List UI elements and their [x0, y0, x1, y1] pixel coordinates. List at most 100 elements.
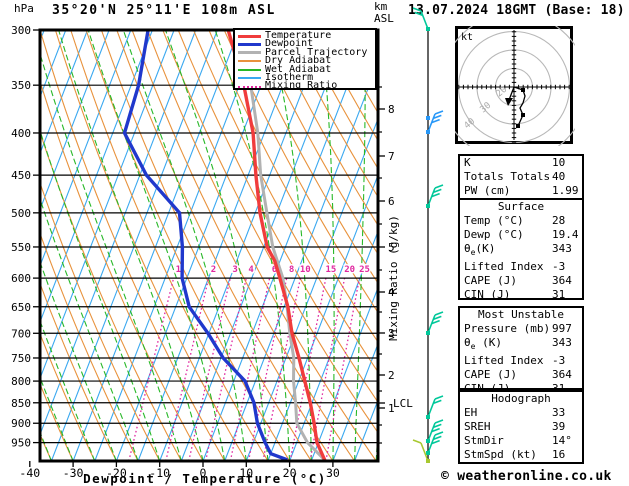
index-label: K — [464, 156, 471, 169]
legend-swatch — [238, 51, 261, 55]
index-value: 364 — [552, 368, 572, 382]
wind-barb — [412, 439, 430, 463]
legend-swatch — [238, 68, 261, 71]
hodograph-unit-label: kt — [461, 32, 473, 43]
index-label: CIN (J) — [464, 288, 511, 302]
legend-item-dewpoint: Dewpoint — [235, 39, 375, 49]
height-tick-label: 2 — [388, 369, 395, 382]
wind-barb — [426, 419, 444, 443]
mixing-ratio-label: 15 — [325, 265, 336, 275]
isotherm-line — [72, 30, 240, 461]
index-row: CAPE (J) 364 — [460, 368, 582, 382]
plot-frame — [38, 28, 380, 463]
legend-item-wet-adiabat: Wet Adiabat — [235, 64, 375, 74]
pressure-tick-label: 300 — [11, 24, 31, 37]
index-label: Pressure (mb) — [464, 322, 551, 335]
index-label: Totals Totals — [464, 170, 551, 183]
mixing-ratio-label: 10 — [300, 265, 311, 275]
mixing-ratio-axis-label: Mixing Ratio (g/kg) — [387, 215, 400, 341]
hodograph-trace-marker — [516, 124, 520, 128]
index-value: 364 — [552, 274, 572, 288]
index-label: CAPE (J) — [464, 274, 517, 288]
index-label: θe(K) — [464, 242, 496, 258]
height-tick-label: 3 — [388, 327, 395, 340]
legend-item-mixing-ratio: Mixing Ratio — [235, 80, 375, 92]
indices-box-hodograph: Hodograph EH 33 SREH 39 StmDir 14° StmSpd (kt) 1… — [458, 390, 584, 464]
dry-adiabat-line — [40, 79, 204, 461]
pressure-tick-label: 450 — [11, 169, 31, 182]
mixing-ratio-line — [247, 277, 288, 461]
index-value: 33 — [552, 406, 566, 419]
temperature-tick-label: -30 — [63, 466, 84, 480]
wet-adiabat-line — [40, 319, 96, 461]
index-value: 997 — [552, 322, 572, 335]
index-row: CAPE (J) 364 — [460, 274, 582, 288]
hodograph-trace-marker — [521, 88, 525, 92]
temperature-curve — [226, 30, 327, 461]
index-value: 343 — [552, 242, 572, 255]
dry-adiabat-line — [223, 30, 378, 314]
pressure-tick-label: 700 — [11, 327, 31, 340]
isotherm-line — [245, 117, 378, 461]
index-row: θe (K) 343 — [460, 336, 582, 354]
legend-label: Mixing Ratio — [265, 80, 338, 92]
mixing-ratio-label: 3 — [232, 265, 237, 275]
lcl-label: LCL — [393, 397, 413, 410]
xaxis-title: Dewpoint / Temperature (°C) — [83, 471, 327, 486]
temperature-tick-label: 0 — [200, 466, 207, 480]
wind-level-dot — [426, 116, 430, 120]
isotherm-line — [40, 30, 153, 324]
mixing-ratio-label: 25 — [359, 265, 370, 275]
mixing-ratio-label: 2 — [211, 265, 216, 275]
index-label: SREH — [464, 420, 491, 433]
hodograph-arrow-shaft — [508, 86, 515, 101]
wet-adiabat-line — [40, 375, 74, 461]
datetime-title: 13.07.2024 18GMT (Base: 18) — [408, 3, 625, 18]
index-label: Dewp (°C) — [464, 228, 524, 241]
wind-barb — [426, 311, 444, 335]
pressure-axis: 300 350 400 450 500 550 600 650 700 750 800 850 900 9… — [11, 24, 40, 450]
legend-label: Temperature — [265, 30, 332, 41]
height-tick-label: 4 — [388, 286, 395, 299]
isotherm-line — [40, 30, 89, 155]
mixing-ratio-line — [128, 277, 175, 461]
legend-swatch — [238, 60, 261, 63]
index-value: 28 — [552, 214, 566, 227]
pressure-tick-label: 900 — [11, 417, 31, 430]
wet-adiabat-line — [354, 30, 366, 461]
indices-box-stability: K 10 Totals Totals 40 PW (cm) 1.99 — [458, 154, 584, 200]
index-row: θe(K) 343 — [460, 242, 582, 260]
dry-adiabat-line — [162, 30, 378, 434]
index-label: PW (cm) — [464, 184, 511, 197]
index-row: K 10 — [460, 156, 582, 170]
index-label: Lifted Index — [464, 354, 544, 368]
index-label: Temp (°C) — [464, 214, 524, 227]
pressure-tick-label: 350 — [11, 79, 31, 92]
index-row: StmSpd (kt) 16 — [460, 448, 582, 462]
pressure-gridlines — [40, 84, 378, 444]
index-row: PW (cm) 1.99 — [460, 184, 582, 198]
temperature-tick-label: 30 — [326, 466, 340, 480]
dry-adiabat-line — [40, 382, 74, 461]
pressure-tick-label: 400 — [11, 127, 31, 140]
pressure-tick-label: 950 — [11, 437, 31, 450]
indices-box-header: Surface — [497, 200, 545, 213]
legend-item-isotherm: Isotherm — [235, 71, 375, 83]
index-row: SREH 39 — [460, 420, 582, 434]
mixing-ratio-line — [165, 277, 210, 461]
legend-swatch — [238, 85, 261, 88]
index-label: Lifted Index — [464, 260, 544, 274]
temperature-tick-label: -20 — [106, 466, 127, 480]
index-row: Lifted Index -3 — [460, 260, 582, 274]
temperature-tick-label: -40 — [19, 466, 40, 480]
wet-adiabat-line — [87, 30, 226, 461]
wet-adiabat-line — [58, 30, 204, 461]
isotherm-line — [159, 30, 327, 461]
dry-adiabat-line — [254, 30, 378, 256]
legend-label: Isotherm — [265, 71, 314, 83]
index-value: 10 — [552, 156, 566, 169]
dry-adiabat-line — [85, 30, 291, 461]
